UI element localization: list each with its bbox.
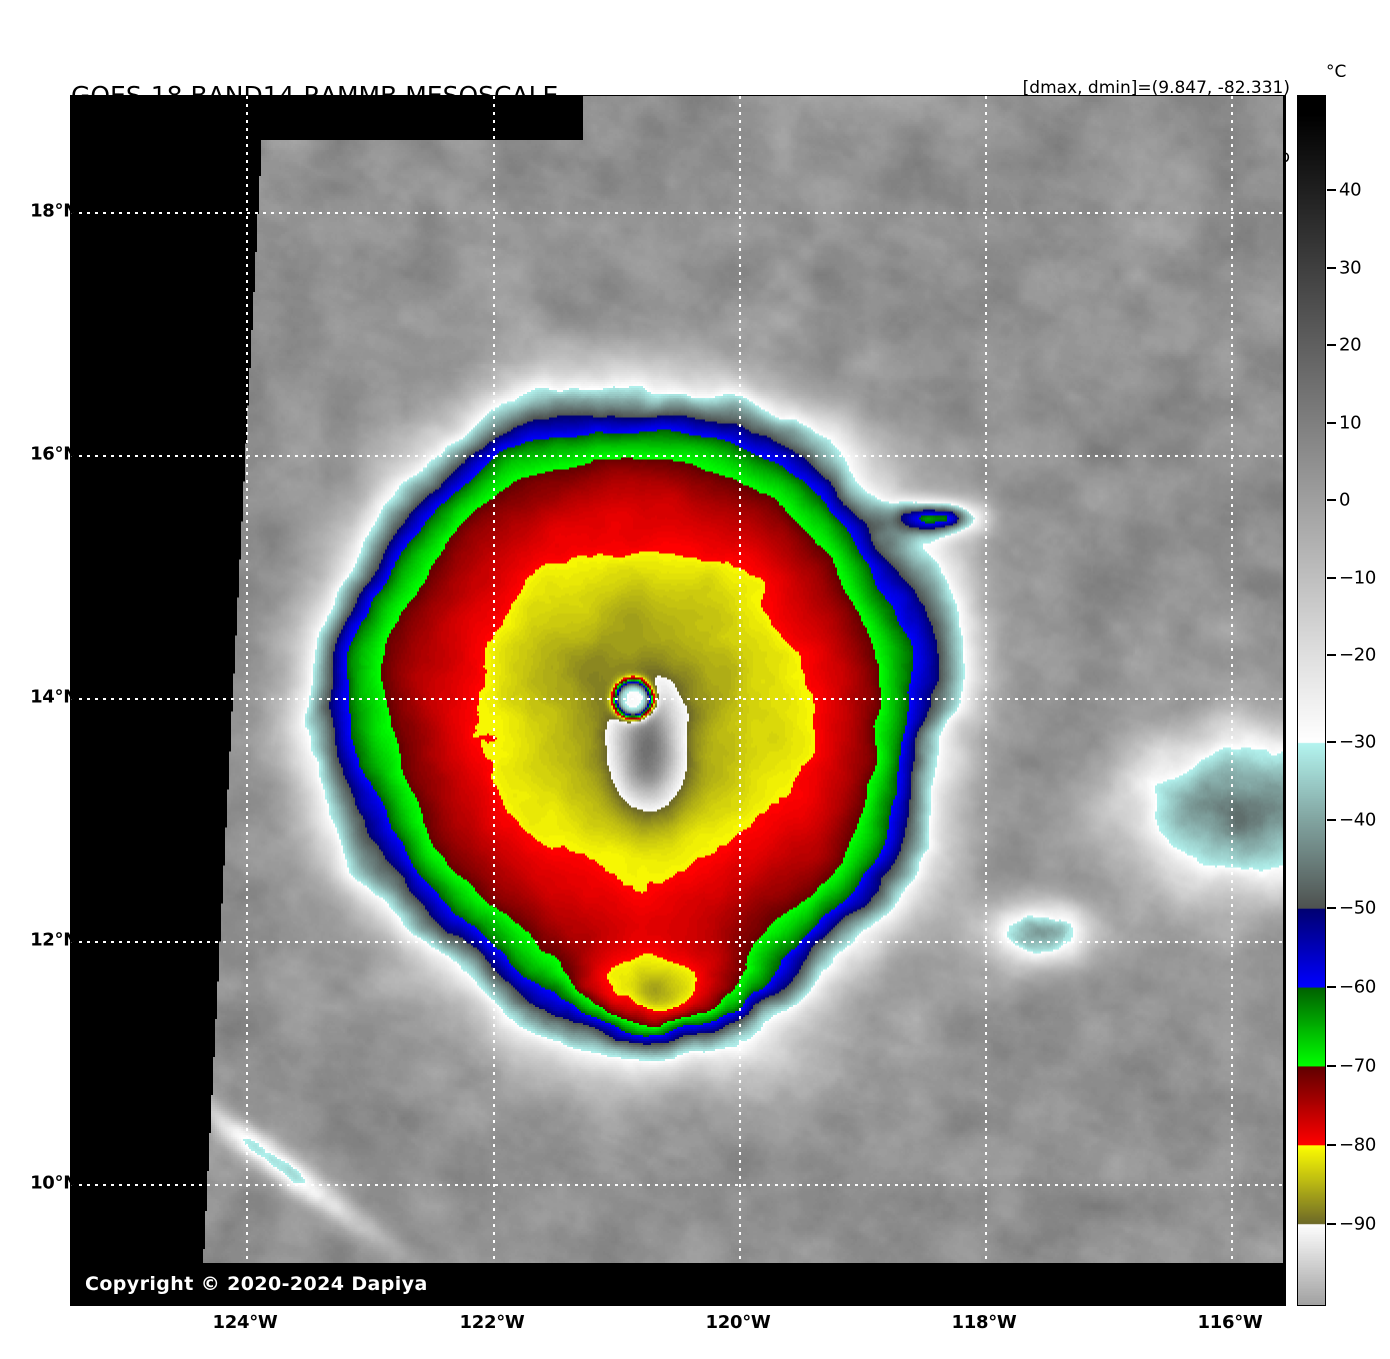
colorbar-tick-mark: [1327, 189, 1336, 191]
colorbar-tick-mark: [1327, 741, 1336, 743]
lon-tick-label: 120°W: [705, 1312, 771, 1333]
lat-tick-label: 18°N: [30, 200, 78, 222]
satellite-image-plot: Copyright © 2020-2024 Dapiya: [70, 95, 1286, 1306]
colorbar-tick-mark: [1327, 499, 1336, 501]
colorbar-tick-label: −20: [1339, 644, 1377, 666]
colorbar-tick-mark: [1327, 907, 1336, 909]
lon-tick-label: 122°W: [459, 1312, 525, 1333]
colorbar-tick-label: 30: [1339, 257, 1362, 279]
colorbar-tick-mark: [1327, 986, 1336, 988]
colorbar-tick-label: 20: [1339, 334, 1362, 356]
colorbar-tick-label: 0: [1339, 489, 1351, 511]
colorbar-tick-label: −90: [1339, 1213, 1377, 1235]
lat-tick-label: 12°N: [30, 929, 78, 951]
lat-tick-label: 14°N: [30, 686, 78, 708]
colorbar-tick-mark: [1327, 654, 1336, 656]
colorbar-tick-label: −40: [1339, 809, 1377, 831]
colorbar-tick-mark: [1327, 577, 1336, 579]
lon-tick-label: 118°W: [951, 1312, 1017, 1333]
colorbar-gradient: [1298, 96, 1325, 1305]
lon-tick-label: 124°W: [212, 1312, 278, 1333]
colorbar-tick-mark: [1327, 344, 1336, 346]
colorbar-tick-label: 40: [1339, 179, 1362, 201]
colorbar-unit-label: °C: [1326, 62, 1347, 82]
colorbar-tick-label: −80: [1339, 1134, 1377, 1156]
dmax-dmin-line: [dmax, dmin]=(9.847, -82.331): [1022, 78, 1290, 98]
colorbar-tick-label: −60: [1339, 976, 1377, 998]
lon-tick-label: 116°W: [1197, 1312, 1263, 1333]
colorbar-tick-mark: [1327, 1065, 1336, 1067]
colorbar-tick-label: −10: [1339, 567, 1377, 589]
colorbar-tick-mark: [1327, 422, 1336, 424]
colorbar-tick-label: −50: [1339, 897, 1377, 919]
copyright-text: Copyright © 2020-2024 Dapiya: [85, 1273, 428, 1295]
lat-tick-label: 16°N: [30, 443, 78, 465]
lat-tick-label: 10°N: [30, 1172, 78, 1194]
colorbar-tick-label: 10: [1339, 412, 1362, 434]
colorbar-tick-label: −70: [1339, 1055, 1377, 1077]
colorbar-tick-mark: [1327, 1144, 1336, 1146]
satellite-imagery-canvas: [71, 96, 1285, 1305]
copyright-band: [71, 1263, 1285, 1305]
colorbar-tick-mark: [1327, 267, 1336, 269]
colorbar-tick-mark: [1327, 1223, 1336, 1225]
colorbar-tick-label: −30: [1339, 731, 1377, 753]
colorbar-tick-mark: [1327, 819, 1336, 821]
temperature-colorbar: [1297, 95, 1326, 1306]
